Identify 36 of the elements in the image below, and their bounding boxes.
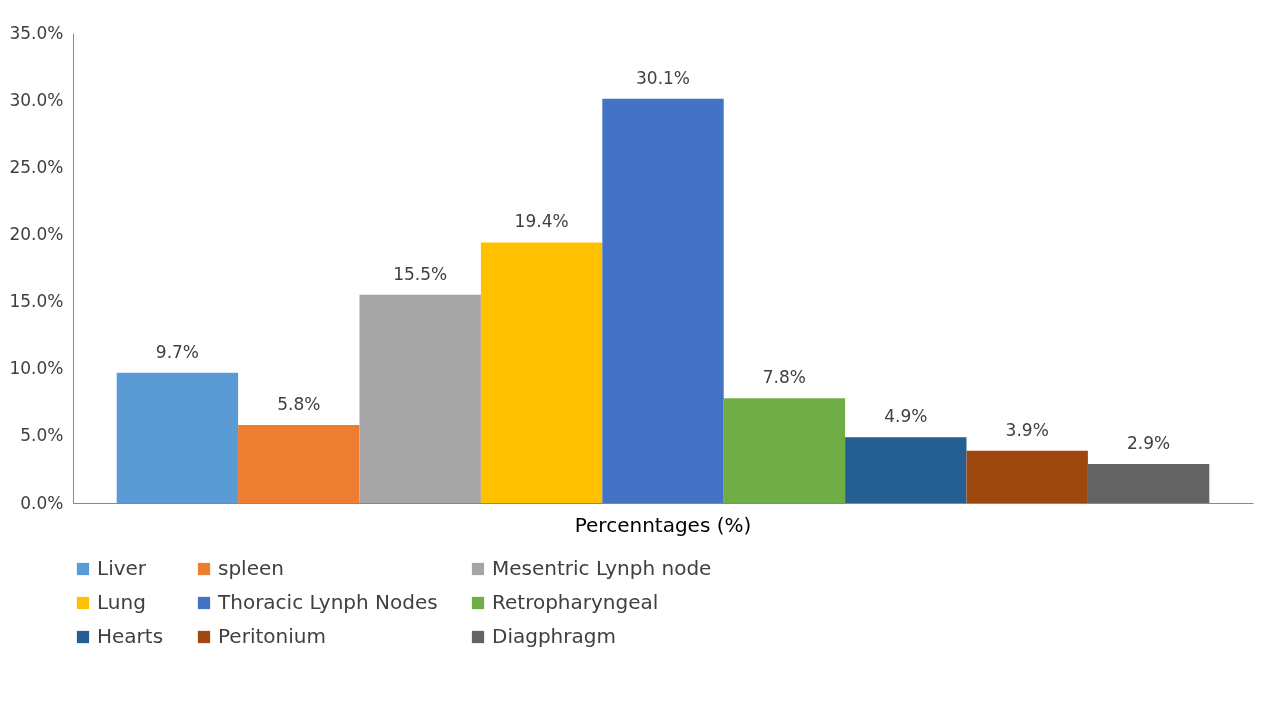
data-label: 4.9%	[884, 406, 928, 427]
y-tick-label: 20.0%	[9, 223, 64, 244]
legend-label: Diagphragm	[492, 624, 616, 648]
bar	[480, 242, 603, 503]
legend-label: spleen	[218, 556, 284, 580]
y-tick-label: 0.0%	[20, 492, 64, 513]
y-tick-label: 30.0%	[9, 89, 64, 110]
bar	[602, 98, 724, 503]
legend-label: Peritonium	[218, 624, 326, 648]
y-tick-label: 25.0%	[9, 156, 64, 177]
data-label: 2.9%	[1127, 433, 1171, 454]
bar	[723, 398, 846, 503]
y-tick-label: 10.0%	[9, 358, 64, 379]
bar	[359, 294, 481, 503]
legend-label: Liver	[97, 556, 147, 580]
y-tick-label: 5.0%	[20, 425, 64, 446]
y-tick-label: 35.0%	[9, 22, 64, 43]
data-label: 15.5%	[393, 263, 448, 284]
data-label: 9.7%	[155, 341, 199, 362]
bar	[238, 425, 360, 503]
legend-label: Lung	[97, 590, 146, 614]
legend-label: Mesentric Lynph node	[492, 556, 712, 580]
y-tick-label: 15.0%	[9, 291, 64, 312]
bar	[845, 437, 967, 503]
data-label: 7.8%	[762, 367, 806, 388]
data-label: 19.4%	[514, 211, 569, 232]
legend-label: Thoracic Lynph Nodes	[217, 590, 438, 614]
data-label: 30.1%	[635, 67, 691, 88]
bar	[1087, 464, 1210, 503]
x-tick-label: Percenntages (%)	[574, 512, 752, 537]
bar	[116, 372, 239, 503]
data-label: 5.8%	[277, 394, 321, 415]
legend-label: Hearts	[97, 624, 164, 648]
data-label: 3.9%	[1005, 419, 1049, 440]
bar	[966, 450, 1088, 503]
legend-label: Retropharyngeal	[492, 590, 659, 614]
